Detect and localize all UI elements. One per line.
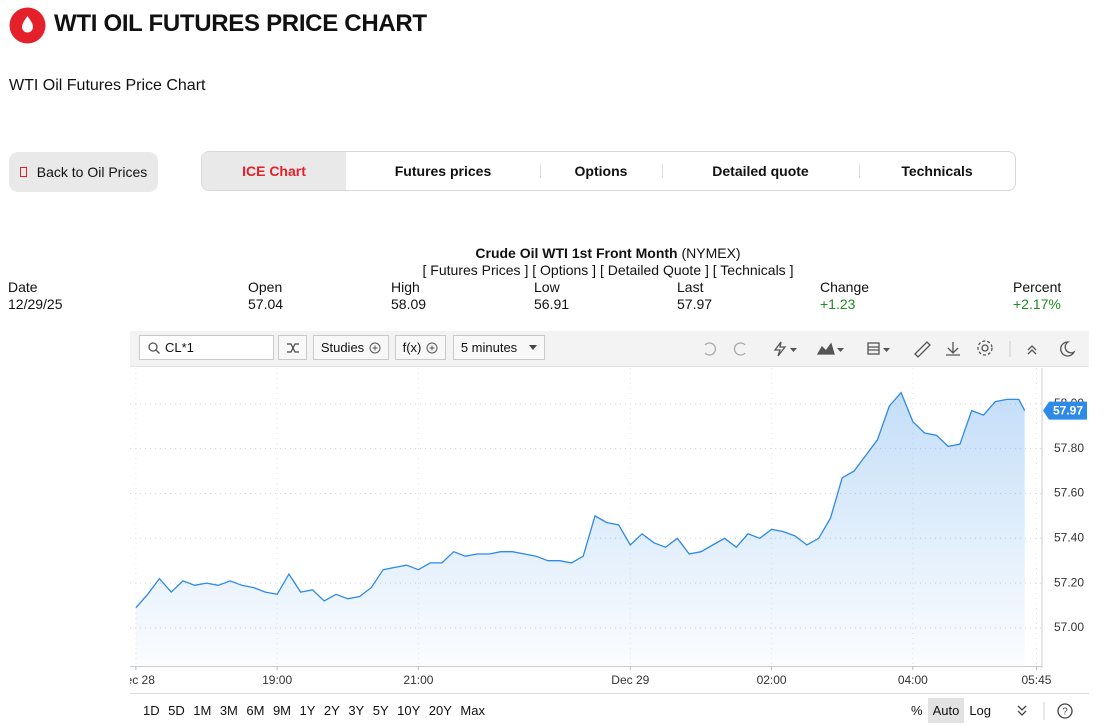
range-button[interactable]: 3Y xyxy=(348,703,365,718)
quote-heading: Crude Oil WTI 1st Front Month (NYMEX) xyxy=(0,245,1106,261)
range-button[interactable]: 2Y xyxy=(323,703,340,718)
range-button[interactable]: 10Y xyxy=(397,703,421,718)
quote-label: Low xyxy=(534,279,560,295)
range-button[interactable]: 9M xyxy=(272,703,291,718)
tab[interactable]: Technicals xyxy=(859,152,1015,190)
x-tick-label: 21:00 xyxy=(403,673,433,687)
quote-link[interactable]: [ Detailed Quote ] xyxy=(599,262,709,278)
chart-toolbar: CL*1 Studies f(x) 5 minutes xyxy=(130,331,1089,367)
quote-column: Open 57.04 xyxy=(248,279,283,313)
range-button[interactable]: 1M xyxy=(193,703,212,718)
range-button[interactable]: 1Y xyxy=(299,703,316,718)
tab[interactable]: Futures prices xyxy=(394,163,492,179)
quote-value: 58.09 xyxy=(391,296,427,312)
button-label: f(x) xyxy=(402,340,422,355)
quote-label: Change xyxy=(820,279,870,295)
quote-label: Percent xyxy=(1013,279,1062,295)
price-area xyxy=(135,392,1025,666)
last-price-tag xyxy=(1043,401,1087,420)
page-title: WTI OIL FUTURES PRICE CHART xyxy=(54,10,427,37)
compare-button[interactable] xyxy=(278,335,307,360)
symbol-input[interactable]: CL*1 xyxy=(139,335,274,360)
quote-column: Percent +2.17% xyxy=(1013,279,1061,313)
y-tick-label: 57.20 xyxy=(1054,575,1084,589)
logo xyxy=(9,7,46,44)
plus-icon xyxy=(369,342,381,353)
page-subtitle: WTI Oil Futures Price Chart xyxy=(9,77,206,94)
quote-link[interactable]: [ Technicals ] xyxy=(712,262,794,278)
quote-value: 57.04 xyxy=(248,296,284,312)
x-tick-label: Dec 28 xyxy=(117,673,155,687)
price-line xyxy=(135,391,1026,609)
exchange: (NYMEX) xyxy=(681,245,741,261)
y-tick-label: 57.60 xyxy=(1054,486,1084,500)
quote-column: Last 57.97 xyxy=(677,279,712,313)
range-button[interactable]: 1D xyxy=(143,703,160,718)
quote-column: Change +1.23 xyxy=(820,279,869,313)
scale-buttons: % Auto Log xyxy=(906,698,996,723)
fx-button[interactable]: f(x) xyxy=(395,335,446,360)
plus-icon xyxy=(426,342,438,353)
quote-value: 56.91 xyxy=(534,296,570,312)
tab[interactable]: Options xyxy=(540,152,662,190)
y-tick-label: 57.40 xyxy=(1054,530,1084,544)
footer-icons: ? xyxy=(1017,702,1073,720)
symbol: CL*1 xyxy=(165,340,194,355)
back-button[interactable]: Back to Oil Prices xyxy=(9,152,158,192)
tab-bar: ICE Chart Futures prices Options Detaile… xyxy=(201,151,1016,191)
interval-select[interactable]: 5 minutes xyxy=(453,335,545,360)
quote-value: +2.17% xyxy=(1013,296,1061,312)
back-label: Back to Oil Prices xyxy=(36,164,148,180)
x-tick-label: 04:00 xyxy=(898,673,928,687)
quote-column: High 58.09 xyxy=(391,279,426,313)
plot-area: Dec 28 19:00 21:00 Dec 29 02:00 04:00 05:45 xyxy=(117,368,1052,687)
range-button[interactable]: 5Y xyxy=(372,703,389,718)
quote-label: Open xyxy=(248,279,283,295)
button-label: Studies xyxy=(320,340,365,355)
range-button[interactable]: 3M xyxy=(219,703,238,718)
quote-links: [ Futures Prices ] [ Options ] [ Detaile… xyxy=(0,262,1106,278)
search-icon xyxy=(148,341,160,354)
x-tick-label: Dec 29 xyxy=(611,673,649,687)
quote-link[interactable]: [ Options ] xyxy=(532,262,597,278)
y-tick-label: 57.80 xyxy=(1054,441,1084,455)
quote-value: 57.97 xyxy=(677,296,713,312)
scale-button[interactable]: % xyxy=(911,703,923,718)
instrument-name: Crude Oil WTI 1st Front Month xyxy=(475,245,678,261)
range-button[interactable]: 6M xyxy=(246,703,265,718)
quote-label: Date xyxy=(8,279,38,295)
studies-button[interactable]: Studies xyxy=(313,335,389,360)
quote-column: Date 12/29/25 xyxy=(8,279,63,313)
tab[interactable]: ICE Chart xyxy=(202,152,346,190)
quote-link[interactable]: [ Futures Prices ] xyxy=(422,262,529,278)
quote-value: +1.23 xyxy=(820,296,856,312)
range-button[interactable]: 20Y xyxy=(428,703,452,718)
quote-value: 12/29/25 xyxy=(8,296,63,312)
tab[interactable]: Detailed quote xyxy=(662,152,859,190)
quote-column: Low 56.91 xyxy=(534,279,569,313)
caret xyxy=(529,345,538,350)
quote-label: High xyxy=(391,279,420,295)
x-tick-label: 05:45 xyxy=(1021,673,1051,687)
last-price-label: 57.97 xyxy=(1053,404,1083,418)
range-button[interactable]: Max xyxy=(460,703,485,718)
svg-text:?: ? xyxy=(1062,707,1068,718)
quote-label: Last xyxy=(677,279,704,295)
scale-button[interactable]: Log xyxy=(969,703,992,718)
x-tick-label: 19:00 xyxy=(262,673,292,687)
range-button[interactable]: 5D xyxy=(168,703,185,718)
x-tick-label: 02:00 xyxy=(757,673,787,687)
interval: 5 minutes xyxy=(460,340,518,355)
scale-button[interactable]: Auto xyxy=(927,698,965,723)
shuffle-icon xyxy=(286,342,299,353)
y-tick-label: 57.00 xyxy=(1054,620,1084,634)
range-buttons: 1D 5D 1M 3M 6M 9M 1Y 2Y 3Y 5Y 10Y 20Y Max xyxy=(143,703,485,718)
toolbar-icons xyxy=(704,340,1076,358)
